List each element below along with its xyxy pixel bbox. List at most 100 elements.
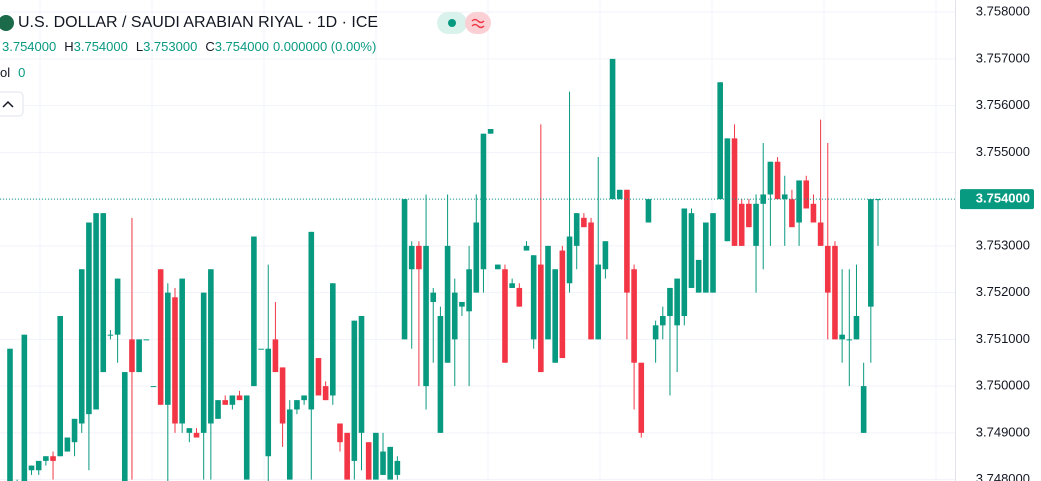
status-buttons[interactable] (437, 12, 491, 34)
candle-body (258, 348, 264, 350)
ohlc-legend: 3.754000 H3.754000 L3.753000 C3.754000 0.000… (2, 39, 376, 54)
last-price-label: 3.754000 (976, 191, 1030, 206)
candle-body (473, 222, 480, 293)
candle-body (817, 222, 824, 246)
candle-body (731, 138, 738, 246)
y-tick-label: 3.757000 (976, 50, 1030, 65)
candle-body (624, 189, 630, 293)
candle-body (430, 292, 437, 302)
y-tick-label: 3.758000 (976, 4, 1030, 19)
candle-body (466, 269, 472, 312)
candle-body (602, 241, 609, 270)
candle-body (667, 287, 673, 316)
candle-body (832, 245, 838, 340)
candle-body (645, 199, 652, 223)
y-tick-label: 3.748000 (976, 471, 1030, 481)
candle-body (767, 161, 774, 195)
candle-body (444, 245, 451, 363)
candle-body (803, 180, 810, 209)
collapse-button[interactable] (0, 91, 24, 117)
chart-title: U.S. DOLLAR / SAUDI ARABIAN RIYAL · 1D ·… (18, 14, 378, 31)
candle-body (480, 133, 487, 270)
ohlc-change: 0.000000 (0.00%) (273, 39, 376, 54)
candle-body (753, 203, 759, 246)
candle-body (810, 203, 817, 223)
candle-body (229, 395, 236, 405)
candle-body (868, 199, 874, 307)
candle-body (509, 283, 515, 288)
candle-body (495, 264, 501, 270)
candle-body (394, 460, 401, 475)
candle-body (157, 269, 164, 405)
candle-body (236, 395, 243, 401)
candle-body (717, 82, 723, 200)
ohlc-prefix: L (136, 39, 143, 54)
y-tick-label: 3.750000 (976, 378, 1030, 393)
candle-body (487, 129, 494, 134)
y-tick-label: 3.751000 (976, 331, 1030, 346)
candle-body (57, 315, 64, 457)
candle-body (286, 409, 293, 480)
candle-body (279, 367, 286, 424)
candle-body (451, 292, 458, 340)
last-price-badge (960, 189, 1034, 210)
volume-label: ol (0, 65, 10, 80)
candle-body (423, 245, 429, 387)
candle-body (337, 423, 343, 443)
candle-body (774, 161, 781, 200)
candle-body (200, 292, 207, 433)
status-dot (448, 19, 456, 27)
candle-body (781, 194, 788, 200)
ohlc-value: 3.754000 (74, 39, 128, 54)
candle-body (652, 325, 659, 340)
y-tick-label: 3.756000 (976, 97, 1030, 112)
candle-body (121, 372, 128, 481)
ohlc-value: 3.753000 (143, 39, 197, 54)
ohlc-prefix: H (64, 39, 73, 54)
candle-body (186, 428, 193, 433)
symbol-logo (0, 15, 14, 31)
candle-body (631, 269, 637, 363)
data-status[interactable] (465, 12, 491, 34)
candle-body (215, 400, 221, 419)
candle-body (344, 432, 350, 480)
candle-body (695, 259, 702, 293)
candle-body (78, 269, 85, 424)
candle-body (71, 418, 78, 443)
candle-body (243, 395, 250, 480)
candle-body (839, 334, 845, 340)
candle-body (573, 213, 580, 246)
candle-body (373, 432, 379, 480)
candle-body (107, 334, 114, 336)
collapse-icon (2, 100, 14, 108)
candle-body (846, 339, 853, 341)
candle-body (136, 339, 142, 373)
candle-body (114, 278, 121, 335)
candle-body (86, 222, 92, 415)
volume-legend: ol 0 (0, 65, 25, 80)
candle-body (595, 264, 602, 340)
candle-body (265, 348, 272, 457)
candle-body (193, 432, 200, 438)
candle-body (358, 315, 365, 433)
candle-body (365, 442, 372, 480)
candle-body (559, 250, 566, 359)
candle-body (100, 213, 107, 373)
candle-body (401, 199, 408, 340)
candle-body (43, 456, 49, 461)
candle-body (93, 213, 99, 410)
candle-body (408, 245, 415, 270)
candle-body (824, 245, 831, 293)
candle-body (638, 362, 645, 433)
y-tick-label: 3.752000 (976, 284, 1030, 299)
candle-body (50, 456, 56, 461)
candle-body (724, 138, 731, 242)
candle-body (208, 269, 214, 424)
candle-body (308, 231, 315, 410)
candle-body (545, 245, 551, 340)
candle-body (609, 58, 616, 200)
candle-body (674, 278, 680, 326)
candle-body (875, 199, 881, 201)
